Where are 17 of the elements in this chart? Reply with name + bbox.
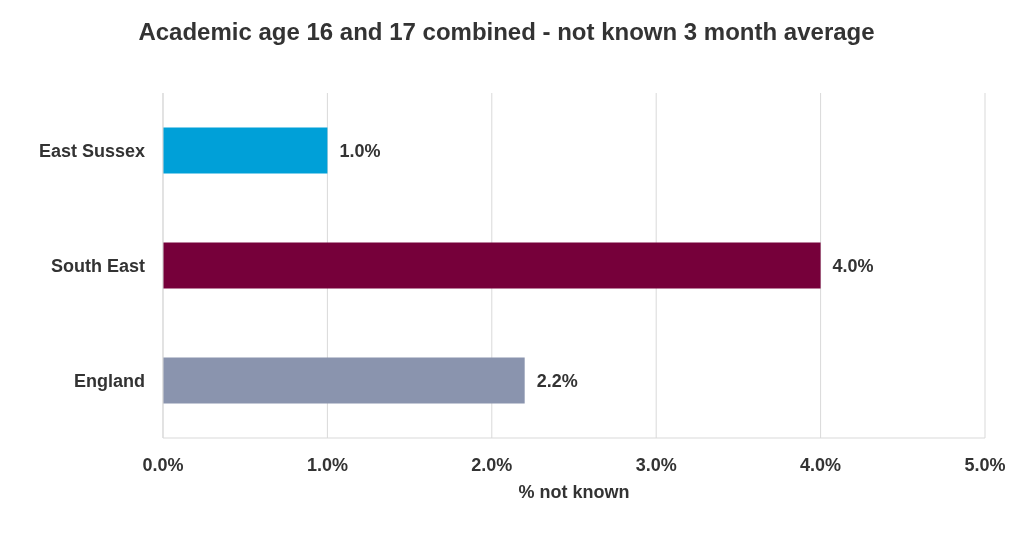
data-label: 4.0% [832, 255, 874, 276]
x-tick-label: 1.0% [306, 454, 348, 475]
y-tick-label: East Sussex [38, 140, 145, 161]
x-tick-label: 5.0% [964, 454, 1006, 475]
x-tick-label: 2.0% [471, 454, 513, 475]
x-tick-label: 4.0% [800, 454, 842, 475]
bar [163, 357, 525, 404]
y-tick-label: England [74, 370, 145, 391]
data-label: 1.0% [339, 140, 381, 161]
data-label: 2.2% [536, 370, 578, 391]
chart-title: Academic age 16 and 17 combined - not known 3 month average [137, 17, 876, 47]
bar [163, 127, 328, 174]
x-tick-label: 0.0% [142, 454, 184, 475]
x-axis-title: % not known [518, 482, 630, 502]
x-tick-label: 3.0% [635, 454, 677, 475]
bar [163, 242, 821, 289]
y-tick-label: South East [50, 255, 145, 276]
